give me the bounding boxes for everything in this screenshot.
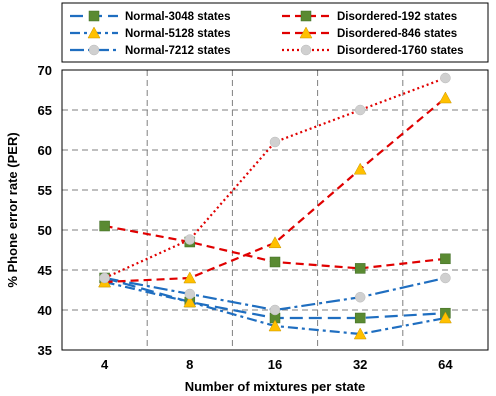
square-marker <box>269 256 281 268</box>
gridlines <box>62 70 488 350</box>
x-tick-label: 64 <box>438 357 453 372</box>
legend-label: Disordered-846 states <box>337 28 457 40</box>
y-axis-title: % Phone error rate (PER) <box>5 132 20 287</box>
legend-label: Disordered-192 states <box>337 11 457 23</box>
y-tick-label: 70 <box>38 63 52 78</box>
circle-marker <box>269 304 281 316</box>
square-marker <box>354 312 366 324</box>
legend-box <box>61 2 489 63</box>
circle-marker <box>440 272 451 284</box>
y-tick-label: 65 <box>38 103 52 118</box>
circle-marker <box>269 136 281 148</box>
triangle-marker <box>353 327 367 340</box>
triangle-marker <box>87 26 101 39</box>
y-tick-label: 45 <box>38 263 52 278</box>
legend-label: Normal-7212 states <box>125 45 230 57</box>
series-disordered-1760-states <box>99 72 451 284</box>
square-marker <box>300 10 312 22</box>
legend-item: Disordered-192 states <box>282 10 457 23</box>
circle-marker <box>440 72 451 84</box>
x-axis-title: Number of mixtures per state <box>185 379 366 394</box>
square-marker <box>88 10 100 22</box>
x-axis-ticks: 4 8 16 32 64 <box>101 357 453 372</box>
triangle-marker <box>353 162 367 175</box>
circle-marker <box>300 44 312 56</box>
triangle-marker <box>299 26 313 39</box>
x-tick-label: 16 <box>268 357 282 372</box>
legend-label: Disordered-1760 states <box>337 45 464 57</box>
legend-item: Normal-3048 states <box>70 10 230 23</box>
plot-area <box>61 69 489 351</box>
legend-item: Disordered-1760 states <box>282 44 464 57</box>
y-tick-label: 55 <box>38 183 52 198</box>
y-tick-label: 50 <box>38 223 52 238</box>
legend-item: Normal-5128 states <box>70 26 230 40</box>
y-tick-label: 60 <box>38 143 52 158</box>
triangle-marker <box>438 91 452 104</box>
series-disordered-192-states <box>99 220 451 274</box>
triangle-marker <box>268 319 282 332</box>
circle-marker <box>354 291 366 303</box>
legend-item: Disordered-846 states <box>282 26 457 40</box>
circle-marker <box>88 44 100 56</box>
circle-marker <box>354 104 366 116</box>
circle-marker <box>184 234 196 245</box>
series-line <box>104 97 447 284</box>
series-group <box>98 72 452 340</box>
legend: Normal-3048 states Normal-5128 states Norm… <box>61 2 489 63</box>
y-tick-label: 35 <box>38 343 52 358</box>
triangle-marker <box>438 311 452 324</box>
square-marker <box>99 220 110 232</box>
triangle-marker <box>183 295 197 308</box>
circle-marker <box>99 272 110 284</box>
y-axis-ticks: 35 40 45 50 55 60 65 70 <box>38 63 52 358</box>
x-tick-label: 4 <box>101 357 109 372</box>
square-marker <box>354 263 366 274</box>
x-tick-label: 8 <box>186 357 193 372</box>
triangle-marker <box>268 236 282 249</box>
circle-marker <box>184 288 196 300</box>
triangle-marker <box>183 271 197 284</box>
legend-item: Normal-7212 states <box>70 44 230 57</box>
x-tick-label: 32 <box>353 357 367 372</box>
legend-label: Normal-5128 states <box>125 28 230 40</box>
series-line <box>104 276 446 312</box>
y-tick-label: 40 <box>38 303 52 318</box>
square-marker <box>440 253 451 265</box>
legend-label: Normal-3048 states <box>125 11 230 23</box>
